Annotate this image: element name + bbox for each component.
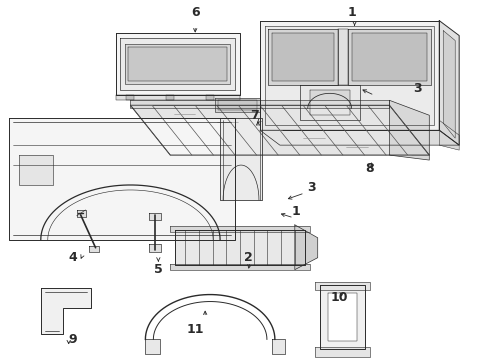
Text: 11: 11	[186, 323, 204, 336]
Polygon shape	[215, 98, 260, 112]
Polygon shape	[328, 293, 357, 341]
Polygon shape	[390, 100, 429, 160]
Polygon shape	[443, 31, 455, 138]
Text: 7: 7	[250, 109, 259, 122]
Polygon shape	[338, 28, 347, 85]
Text: 6: 6	[191, 6, 199, 19]
Text: 9: 9	[68, 333, 77, 346]
Polygon shape	[19, 155, 53, 185]
Polygon shape	[272, 339, 285, 354]
Polygon shape	[76, 210, 86, 217]
Polygon shape	[347, 28, 431, 85]
Text: 3: 3	[413, 82, 422, 95]
Text: 10: 10	[331, 291, 348, 304]
Polygon shape	[149, 244, 161, 252]
Polygon shape	[272, 32, 334, 81]
Polygon shape	[175, 230, 305, 265]
Polygon shape	[171, 264, 310, 270]
Polygon shape	[439, 21, 459, 145]
Polygon shape	[149, 213, 161, 220]
Polygon shape	[171, 226, 310, 232]
Polygon shape	[206, 95, 214, 100]
Polygon shape	[130, 105, 429, 155]
Polygon shape	[260, 130, 459, 145]
Polygon shape	[125, 44, 230, 84]
Polygon shape	[319, 285, 365, 349]
Polygon shape	[41, 288, 91, 334]
Polygon shape	[89, 246, 98, 252]
Polygon shape	[300, 85, 360, 120]
Polygon shape	[130, 100, 390, 108]
Polygon shape	[9, 118, 235, 240]
Polygon shape	[315, 347, 369, 357]
Polygon shape	[315, 282, 369, 289]
Text: 4: 4	[68, 251, 77, 264]
Polygon shape	[260, 21, 439, 130]
Text: 5: 5	[154, 263, 163, 276]
Text: 3: 3	[307, 181, 316, 194]
Polygon shape	[128, 46, 227, 81]
Text: 1: 1	[292, 205, 300, 219]
Polygon shape	[265, 26, 434, 125]
Text: 1: 1	[347, 6, 356, 19]
Text: 2: 2	[244, 251, 252, 264]
Polygon shape	[439, 120, 459, 150]
Polygon shape	[116, 95, 240, 100]
Polygon shape	[352, 32, 427, 81]
Polygon shape	[220, 118, 262, 200]
Text: 8: 8	[365, 162, 374, 175]
Polygon shape	[126, 95, 134, 100]
Polygon shape	[121, 37, 235, 90]
Polygon shape	[116, 32, 240, 95]
Polygon shape	[310, 90, 349, 115]
Polygon shape	[146, 339, 160, 354]
Polygon shape	[295, 225, 318, 270]
Polygon shape	[166, 95, 174, 100]
Polygon shape	[218, 100, 257, 110]
Polygon shape	[268, 28, 338, 85]
